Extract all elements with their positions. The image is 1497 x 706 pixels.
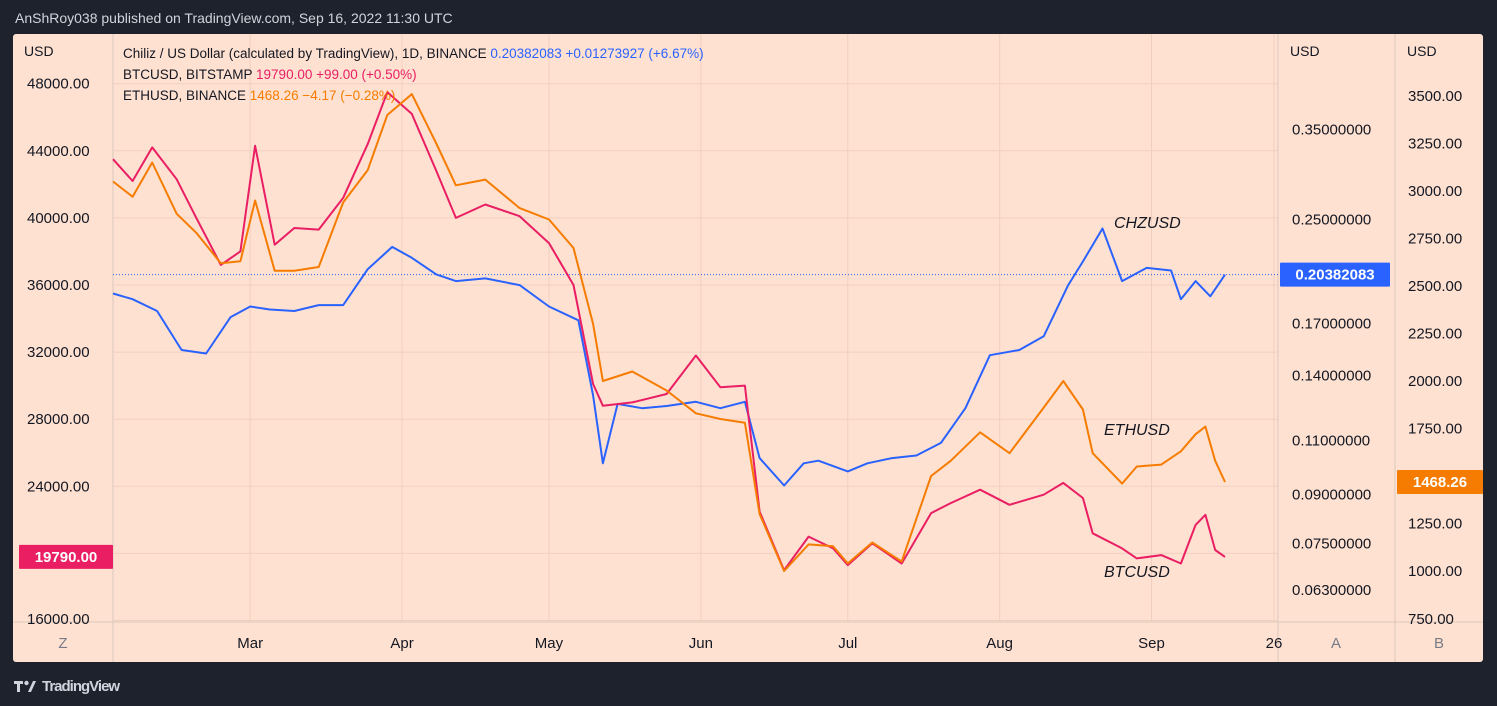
left-scale-currency: USD: [24, 43, 54, 59]
middle-scale-tick: 0.35000000: [1292, 121, 1371, 138]
right-scale-tick: 1250.00: [1408, 516, 1462, 533]
middle-scale-tick: 0.07500000: [1292, 535, 1371, 552]
time-axis-label: Mar: [237, 635, 263, 652]
legend-series-change: +0.01273927 (+6.67%): [565, 46, 703, 61]
scale-mode-button: B: [1434, 635, 1444, 652]
legend-series-name: Chiliz / US Dollar (calculated by Tradin…: [123, 46, 490, 61]
legend-series-value: 19790.00: [256, 67, 316, 82]
right-scale-tick: 3500.00: [1408, 88, 1462, 105]
left-scale-tick: 48000.00: [27, 76, 90, 93]
right-scale-tick: 750.00: [1408, 611, 1454, 628]
annotation-btcusd: BTCUSD: [1104, 564, 1170, 581]
middle-scale-tick: 0.09000000: [1292, 486, 1371, 503]
middle-scale-tick: 0.14000000: [1292, 368, 1371, 385]
right-scale-tick: 3000.00: [1408, 183, 1462, 200]
btc-last-value-badge-bg: [19, 544, 113, 569]
middle-scale-currency: USD: [1290, 43, 1320, 59]
legend-row: Chiliz / US Dollar (calculated by Tradin…: [123, 46, 704, 61]
right-scale-tick: 3250.00: [1408, 136, 1462, 153]
zoom-corner-button: Z: [58, 635, 67, 652]
middle-scale-tick: 0.11000000: [1292, 432, 1370, 449]
legend-series-change: +99.00 (+0.50%): [316, 67, 417, 82]
right-scale-tick: 2500.00: [1408, 278, 1462, 295]
btc-last-value-badge: 19790.00: [35, 549, 98, 566]
right-scale-currency: USD: [1407, 43, 1437, 59]
series-line-btcusd: [112, 91, 1226, 572]
left-scale-tick: 32000.00: [27, 344, 90, 361]
right-scale-tick: 2750.00: [1408, 231, 1462, 248]
legend-series-value: 1468.26: [250, 88, 303, 103]
left-scale-tick: 36000.00: [27, 277, 90, 294]
series-line-ethusd: [112, 93, 1226, 572]
tradingview-logo-icon: [14, 680, 36, 692]
publisher-header: AnShRoy038 published on TradingView.com,…: [15, 10, 453, 26]
legend-series-name: ETHUSD, BINANCE: [123, 88, 250, 103]
legend-row: ETHUSD, BINANCE 1468.26 −4.17 (−0.28%): [123, 88, 395, 103]
left-scale-tick: 16000.00: [27, 611, 90, 628]
time-axis-label: May: [535, 635, 564, 652]
right-scale-tick: 2250.00: [1408, 326, 1462, 343]
eth-last-value-badge-bg: [1397, 470, 1483, 495]
legend-row: BTCUSD, BITSTAMP 19790.00 +99.00 (+0.50%…: [123, 67, 417, 82]
left-scale-tick: 24000.00: [27, 478, 90, 495]
chz-last-value-badge: 0.20382083: [1295, 267, 1374, 284]
legend-series-value: 0.20382083: [490, 46, 565, 61]
annotation-chzusd: CHZUSD: [1114, 215, 1181, 232]
right-scale-tick: 1000.00: [1408, 563, 1462, 580]
middle-scale-tick: 0.06300000: [1292, 582, 1371, 599]
legend-series-change: −4.17 (−0.28%): [302, 88, 395, 103]
chz-last-value-badge-bg: [1280, 262, 1390, 287]
time-axis-label: 26: [1266, 635, 1283, 652]
time-axis-label: Apr: [390, 635, 413, 652]
time-axis-label: Aug: [986, 635, 1013, 652]
left-scale-tick: 40000.00: [27, 210, 90, 227]
tradingview-brand: TradingView: [42, 677, 120, 695]
tradingview-footer[interactable]: TradingView: [14, 676, 120, 696]
time-axis-label: Jun: [689, 635, 713, 652]
middle-scale-tick: 0.25000000: [1292, 212, 1371, 229]
eth-last-value-badge: 1468.26: [1413, 474, 1467, 491]
annotation-ethusd: ETHUSD: [1104, 422, 1170, 439]
left-scale-tick: 28000.00: [27, 411, 90, 428]
left-scale-tick: 44000.00: [27, 143, 90, 160]
middle-scale-tick: 0.17000000: [1292, 315, 1371, 332]
chart-frame: [13, 34, 1483, 662]
legend-series-name: BTCUSD, BITSTAMP: [123, 67, 256, 82]
right-scale-tick: 1750.00: [1408, 421, 1462, 438]
right-scale-tick: 2000.00: [1408, 373, 1462, 390]
chart-canvas[interactable]: CHZUSD ETHUSD BTCUSD Chiliz / US Dollar (ca…: [13, 34, 1483, 662]
time-axis-label: Sep: [1138, 635, 1165, 652]
auto-scale-button: A: [1331, 635, 1341, 652]
series-line-chzusd: [112, 227, 1226, 487]
time-axis-label: Jul: [838, 635, 857, 652]
